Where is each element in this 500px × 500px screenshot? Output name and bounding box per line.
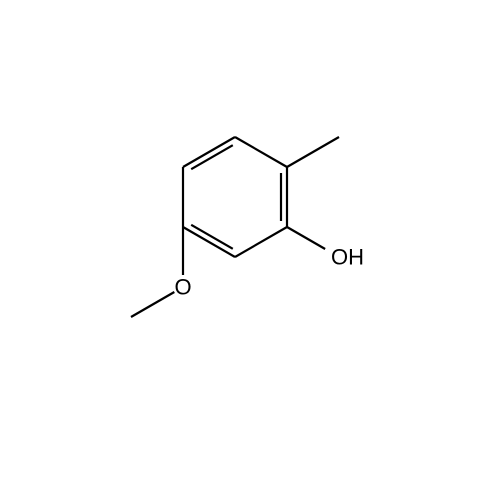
molecule-diagram: OH O — [0, 0, 500, 500]
atom-label-O9: O — [174, 275, 191, 300]
atom-label-O7: OH — [331, 245, 364, 270]
canvas-background — [0, 0, 500, 500]
